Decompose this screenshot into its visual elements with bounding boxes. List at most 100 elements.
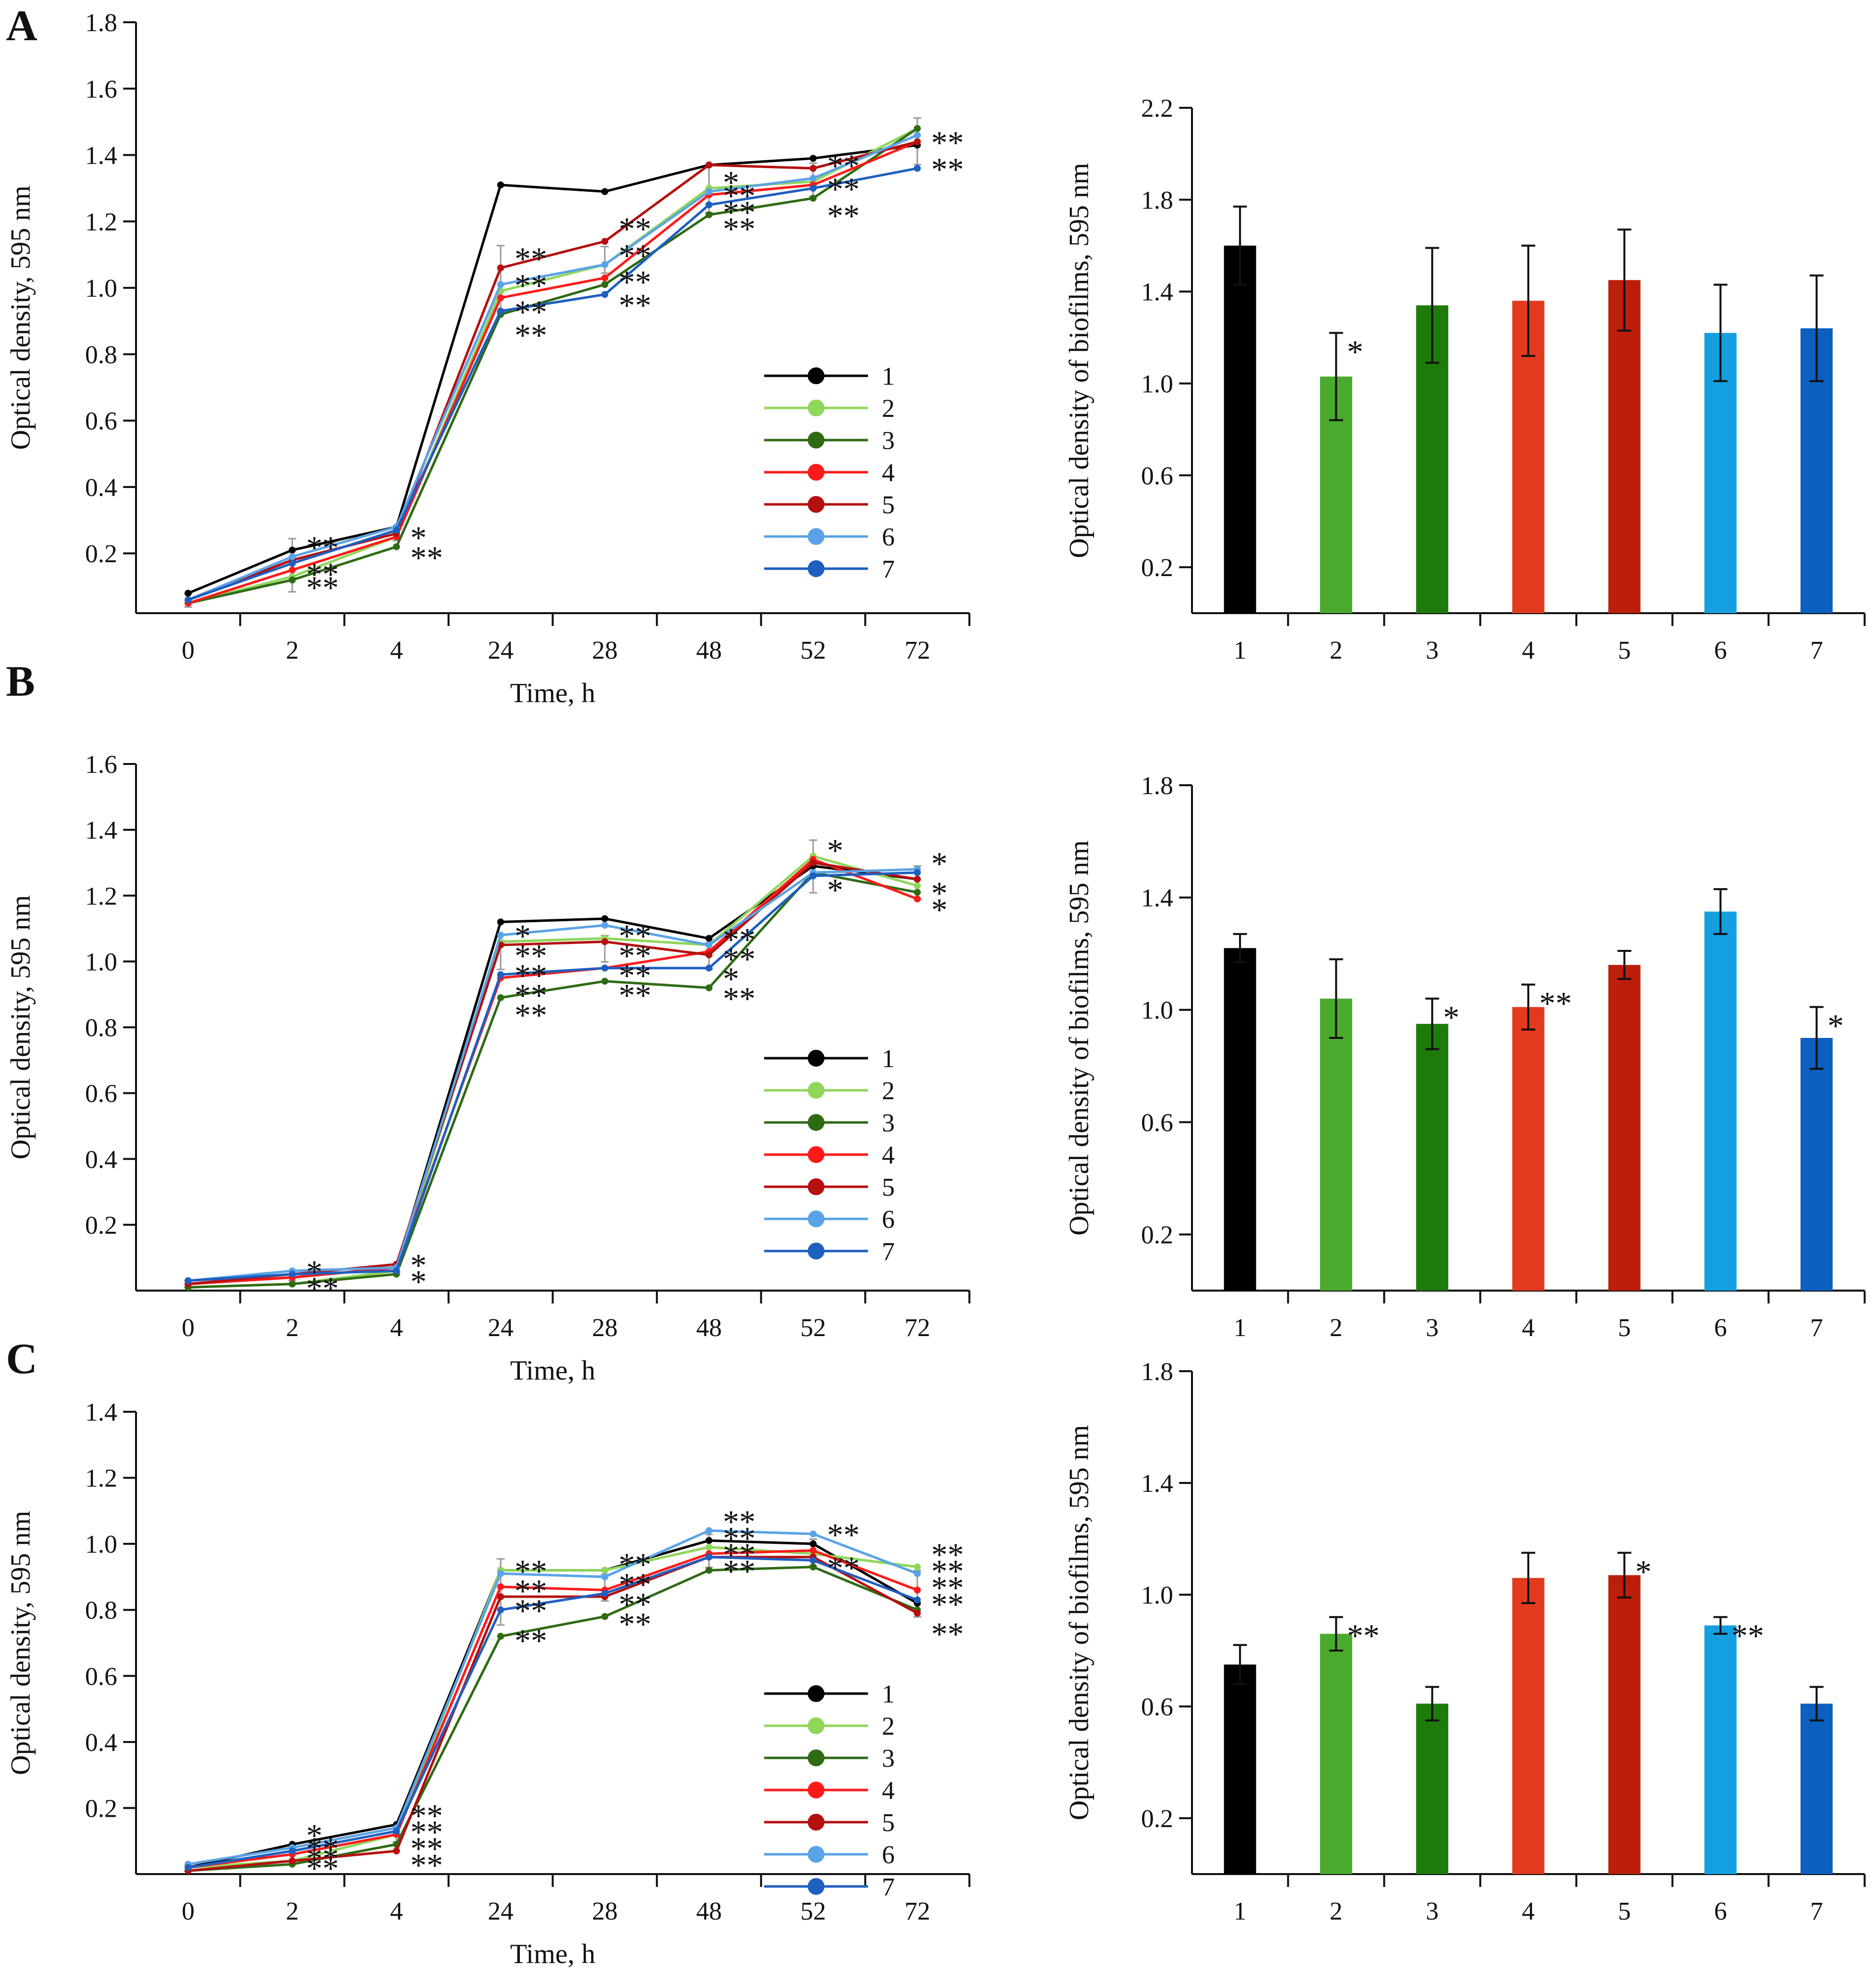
panel-c-line-series-5 [188,1556,918,1872]
panel-a-line-legend-marker-6 [808,528,824,545]
panel-b-bar-significance-mark: * [1443,1000,1460,1036]
panel-c-line-y-tick-label: 0.2 [85,1794,117,1823]
panel-b-line-significance-mark: ** [514,978,547,1014]
panel-c-line-legend-marker-7 [808,1878,824,1895]
panel-b-line-series-3-point [914,889,921,896]
panel-c-line-legend-label-4: 4 [882,1777,895,1805]
panel-b-line-series-1-point [601,915,608,922]
panel-a-line-significance-mark: * [411,520,427,556]
panel-c-line-series-4-point [497,1583,504,1590]
panel-a-line-series-6-point [497,281,504,288]
panel-b-line-x-tick-label: 2 [286,1314,299,1342]
panel-b-line-legend-marker-3 [808,1114,824,1131]
panel-a-line-x-tick-label: 48 [696,636,722,665]
panel-a-line-series-3-point [393,543,400,550]
panel-a-line-x-tick-label: 72 [905,636,930,665]
panel-c-line-series-7-point [601,1590,608,1597]
panel-b-line-legend-label-4: 4 [882,1141,895,1169]
panel-c-line-series-7-point [914,1596,921,1604]
panel-a-line-significance-mark: ** [514,317,547,354]
panel-b-line-series-2-point [914,882,921,890]
panel-c-line-series-6-point [810,1530,817,1538]
panel-a-line-series-4-point [497,294,504,302]
panel-b-bar-x-tick-label: 6 [1714,1314,1727,1342]
panel-b-line-series-5-point [914,875,921,883]
panel-a-bar-y-tick-label: 1.8 [1141,186,1173,215]
panel-c-bar-3 [1416,1703,1449,1874]
panel-c-line-series-6 [187,1529,918,1866]
panel-b-line-series-7-point [497,971,504,978]
panel-c-line-significance-mark: ** [411,1847,443,1883]
panel-a-bar-y-tick-label: 1.4 [1141,278,1173,307]
panel-label-b: B [6,658,35,706]
panel-c-line-series-2-point [914,1563,921,1570]
panel-b-bar-x-tick-label: 2 [1329,1314,1342,1342]
panel-c-bar-6 [1704,1625,1737,1874]
panel-b-line-legend-label-2: 2 [882,1077,895,1105]
panel-c-line-series-5-point [914,1610,921,1617]
panel-c-line-y-axis-title: Optical density, 595 nm [5,1511,36,1775]
panel-a-line-series-5-point [601,238,608,245]
panel-c-bar-1 [1224,1664,1256,1874]
panel-c-line-significance-mark: ** [931,1570,964,1606]
panel-c-line-series-7-point [184,1864,192,1871]
panel-c-bar-x-tick-label: 3 [1426,1897,1439,1926]
panel-b-bar-significance-mark: ** [1539,986,1572,1022]
panel-a-line-series-6-point [914,132,921,139]
panel-label-a: A [6,2,38,50]
panel-a-line-significance-mark: ** [514,241,547,277]
panel-b-line-significance-mark: ** [514,938,547,974]
panel-a-line-series-1-point [810,155,817,162]
panel-b-line-significance-mark: ** [306,1270,339,1306]
panel-c-bar-y-tick-label: 1.0 [1141,1581,1173,1610]
panel-b-line-legend-label-6: 6 [882,1206,895,1234]
panel-c-bar-y-tick-label: 1.4 [1141,1470,1173,1498]
panel-c-line-significance-mark: ** [619,1547,651,1583]
panel-c-line-significance-mark: ** [619,1606,651,1642]
panel-b-line-legend-marker-2 [808,1082,824,1099]
panel-b-line-legend-marker-7 [808,1243,824,1259]
panel-b-line-series-4 [188,858,918,1286]
panel-c-bar-y-tick-label: 1.8 [1141,1358,1173,1386]
panel-b-bar-x-tick-label: 3 [1426,1314,1439,1342]
panel-a-line-significance-mark: ** [827,198,860,234]
panel-c-bar-significance-mark: * [1635,1554,1651,1590]
panel-c-line-series-6-point [705,1527,713,1534]
panel-c-line-series-4-point [810,1547,817,1554]
panel-a-bar-y-tick-label: 2.2 [1141,94,1173,123]
panel-a-line-legend-marker-2 [808,400,824,416]
panel-a-line-series-5 [187,140,918,601]
panel-b-line-x-axis-title: Time, h [510,1355,595,1386]
panel-c-bar-2 [1320,1634,1352,1874]
panel-a-line-series-1-point [601,188,608,195]
panel-c-line-significance-mark: ** [411,1831,443,1867]
panel-c-line-legend-marker-2 [808,1717,824,1734]
panel-c-line-significance-mark: ** [514,1623,547,1659]
panel-b-line-series-7-point [705,964,713,972]
panel-c-bar-significance-mark: ** [1347,1618,1379,1654]
panel-a-bar-x-tick-label: 7 [1810,636,1823,665]
panel-c-line-significance-mark: ** [306,1831,339,1867]
panel-c-line-legend-marker-6 [808,1846,824,1863]
panel-b-line-x-tick-label: 28 [592,1314,618,1342]
panel-c-line-series-6-point [497,1570,504,1577]
panel-c-line-series-3-point [810,1563,817,1570]
panel-c-line-legend-label-7: 7 [882,1873,895,1901]
panel-c-line-series-2-point [601,1567,608,1574]
panel-b-line-significance-mark: ** [619,958,651,994]
panel-c-line-x-tick-label: 28 [592,1897,618,1926]
panel-c-line-legend-label-6: 6 [882,1841,895,1869]
panel-a-bar-significance-mark: * [1347,334,1363,370]
panel-a-line-significance-mark: ** [619,265,651,301]
panel-c-line-significance-mark: ** [723,1537,755,1573]
panel-a-line-legend-label-2: 2 [882,395,895,423]
panel-c-line-significance-mark: ** [931,1537,964,1573]
panel-b-line-series-3 [188,871,918,1289]
panel-b-line-series-5-point [705,951,713,959]
panel-a-line-significance-mark: ** [827,172,860,208]
panel-a-line-legend-label-1: 1 [882,362,895,391]
panel-b-bar-x-tick-label: 4 [1522,1314,1535,1342]
panel-a-line-x-tick-label: 52 [800,636,826,665]
panel-b-line-y-tick-label: 0.4 [85,1146,117,1174]
panel-a-line-x-axis-title: Time, h [510,678,595,709]
